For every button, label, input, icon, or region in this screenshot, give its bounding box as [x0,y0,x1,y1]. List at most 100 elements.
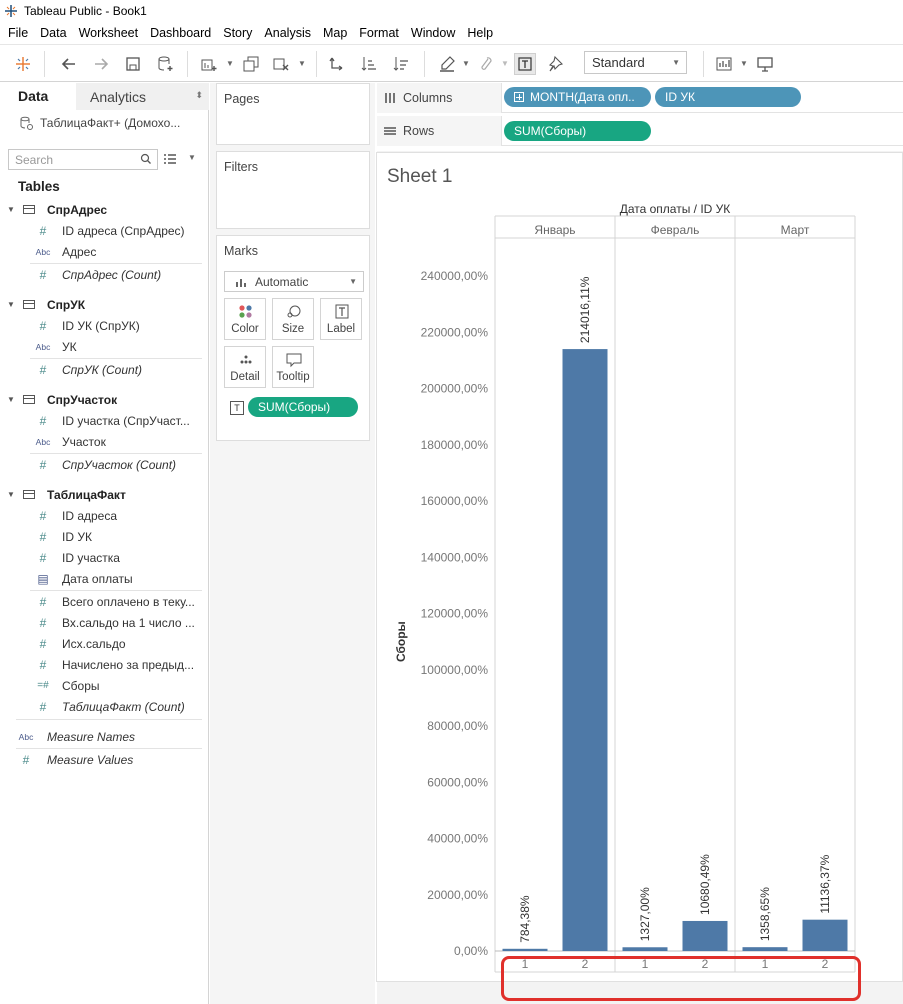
size-button[interactable]: Size [272,298,314,340]
bar-data-label: 1358,65% [758,887,772,941]
number-field-icon: # [39,413,47,428]
text-field-icon: Abc [35,341,51,352]
duplicate-sheet-icon[interactable] [240,53,262,75]
field-item[interactable]: ▤ Дата оплаты [0,568,209,589]
show-mark-labels-icon[interactable] [514,53,536,75]
field-item[interactable]: # Исх.сальдо [0,633,209,654]
chevron-down-icon[interactable]: ▼ [7,205,15,214]
swap-rows-columns-icon[interactable] [326,53,348,75]
filters-shelf[interactable]: Filters [216,151,370,229]
sort-descending-icon[interactable] [390,53,412,75]
tab-analytics[interactable]: Analytics ⬍ [76,83,209,110]
save-icon[interactable] [122,53,144,75]
chevron-down-icon[interactable]: ▼ [7,300,15,309]
menu-window[interactable]: Window [410,26,456,40]
menu-story[interactable]: Story [223,26,253,40]
menu-analysis[interactable]: Analysis [264,26,311,40]
field-item[interactable]: # ID адреса (СпрАдрес) [0,220,209,241]
menu-map[interactable]: Map [322,26,348,40]
viz-area [376,152,903,982]
field-item[interactable]: # ID участка [0,547,209,568]
number-field-icon: # [39,362,47,377]
menu-bar: File Data Worksheet Dashboard Story Anal… [0,22,903,44]
label-label: Label [326,323,356,335]
new-datasource-icon[interactable] [154,53,176,75]
group-members-icon[interactable] [474,53,496,75]
field-item[interactable]: # СпрУчасток (Count) [0,454,209,475]
highlight-icon[interactable] [436,53,458,75]
rows-pill-sum[interactable]: SUM(Сборы) [504,121,651,141]
measure-values-field[interactable]: # Measure Values [0,749,209,770]
expand-plus-icon[interactable] [514,92,524,102]
tooltip-button[interactable]: Tooltip [272,346,314,388]
presentation-mode-icon[interactable] [754,53,776,75]
tab-data[interactable]: Data [0,83,76,110]
bar [742,947,788,951]
columns-pill-month[interactable]: MONTH(Дата опл.. [504,87,651,107]
x-tick-label: 2 [702,957,709,971]
table-tablicaFakt[interactable]: ▼ ТаблицаФакт [0,484,209,505]
chevron-down-icon[interactable]: ▼ [188,153,196,162]
menu-help[interactable]: Help [467,26,494,40]
field-item[interactable]: # ID УК [0,526,209,547]
columns-pill-id-uk[interactable]: ID УК [655,87,801,107]
color-button[interactable]: Color [224,298,266,340]
sort-ascending-icon[interactable] [358,53,380,75]
chevron-down-icon[interactable]: ▼ [7,490,15,499]
field-item[interactable]: # СпрУК (Count) [0,359,209,380]
tableau-logo-icon [4,4,18,18]
redo-icon[interactable] [90,53,112,75]
field-item[interactable]: # ID УК (СпрУК) [0,315,209,336]
field-item[interactable]: # ID участка (СпрУчаст... [0,410,209,431]
field-item[interactable]: # Начислено за предыд... [0,654,209,675]
chevron-down-icon[interactable]: ▼ [7,395,15,404]
clear-sheet-icon[interactable] [270,53,292,75]
menu-data[interactable]: Data [40,26,67,40]
pages-shelf[interactable]: Pages [216,83,370,145]
columns-icon [385,93,395,103]
label-button[interactable]: Label [320,298,362,340]
show-me-icon[interactable] [713,53,735,75]
fix-axes-icon[interactable] [546,53,568,75]
fit-mode-select[interactable]: Standard ▼ [584,51,687,74]
field-item[interactable]: # СпрАдрес (Count) [0,264,209,285]
table-sprAdres[interactable]: ▼ СпрАдрес [0,199,209,220]
list-view-icon[interactable] [163,152,177,166]
field-label: Вх.сальдо на 1 число ... [62,615,195,630]
measure-names-field[interactable]: Abc Measure Names [0,726,209,747]
field-item[interactable]: # ТаблицаФакт (Count) [0,696,209,717]
month-header: Февраль [651,223,700,237]
search-input[interactable]: Search [8,149,158,170]
field-item[interactable]: Abc Адрес [0,241,209,262]
menu-format[interactable]: Format [359,26,399,40]
tableau-home-icon[interactable] [12,53,34,75]
marks-label-pill[interactable]: SUM(Сборы) [248,397,358,417]
menu-file[interactable]: File [8,26,29,40]
menu-dashboard[interactable]: Dashboard [150,26,212,40]
field-item[interactable]: # Вх.сальдо на 1 число ... [0,612,209,633]
field-item[interactable]: # ID адреса [0,505,209,526]
menu-worksheet[interactable]: Worksheet [78,26,139,40]
table-sprUK[interactable]: ▼ СпрУК [0,294,209,315]
field-item[interactable]: Abc Участок [0,431,209,452]
field-label: ID участка (СпрУчаст... [62,413,190,428]
field-label: ID адреса [62,508,118,523]
field-search-row: Search ▼ [8,149,200,170]
bar-chart: Дата оплаты / ID УК 0,00% 20000,00% 40000,0… [394,202,856,973]
mark-type-select[interactable]: Automatic ▼ [224,271,364,292]
divider [30,358,202,359]
table-sprUchastok[interactable]: ▼ СпрУчасток [0,389,209,410]
field-label: Всего оплачено в теку... [62,594,195,609]
columns-label: Columns [403,91,453,105]
y-tick-label: 240000,00% [421,269,489,283]
datasource-item[interactable]: ТаблицаФакт+ (Домохо... [18,115,180,131]
columns-shelf-label: Columns [377,83,502,113]
collapse-arrows-icon[interactable]: ⬍ [195,90,203,100]
detail-button[interactable]: Detail [224,346,266,388]
field-item[interactable]: # Всего оплачено в теку... [0,591,209,612]
field-item[interactable]: Abc УК [0,336,209,357]
field-item[interactable]: =# Сборы [0,675,209,696]
undo-icon[interactable] [58,53,80,75]
number-field-icon: # [39,457,47,472]
new-worksheet-icon[interactable] [198,53,220,75]
